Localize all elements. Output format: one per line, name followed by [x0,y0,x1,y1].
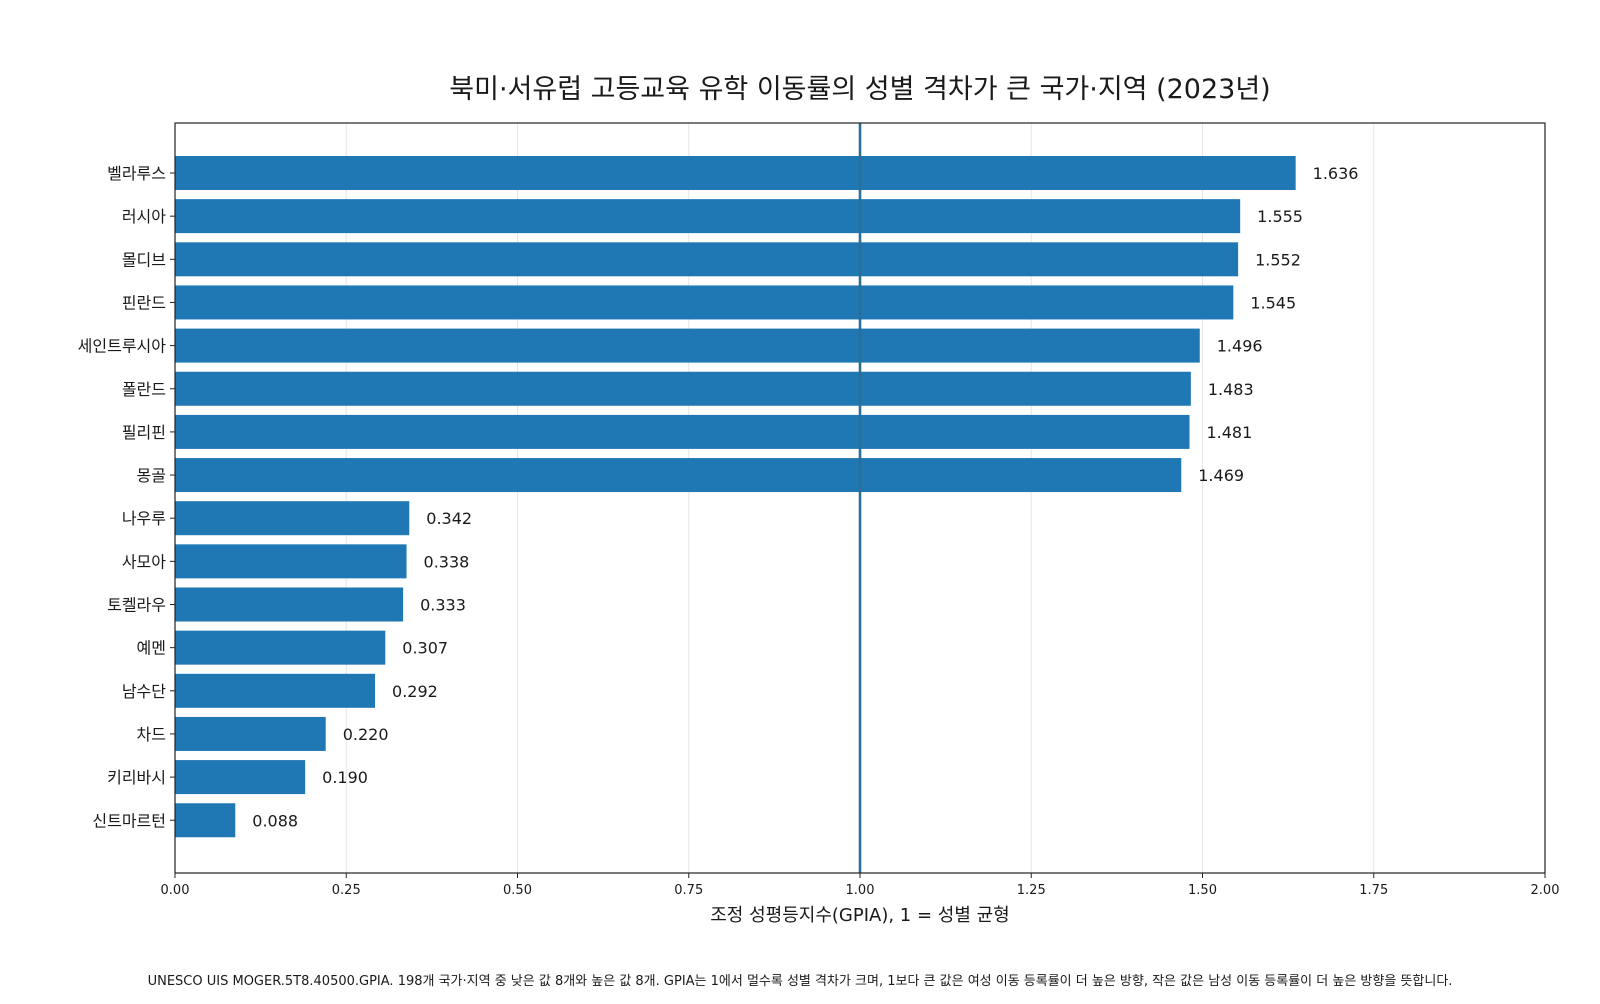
x-tick-label-4: 1.00 [846,883,875,898]
x-axis-label: 조정 성평등지수(GPIA), 1 = 성별 균형 [710,905,1010,926]
y-tick-label-6: 필리핀 [122,423,166,442]
bar-11 [175,630,386,665]
bar-15 [175,803,236,838]
bar-1 [175,199,1241,234]
y-tick-label-9: 사모아 [122,552,166,571]
y-tick-label-2: 몰디브 [122,250,166,269]
y-tick-label-15: 신트마르턴 [92,811,166,830]
bar-12 [175,673,376,708]
bar-13 [175,716,326,751]
y-tick-label-10: 토켈라우 [107,596,166,615]
bar-9 [175,544,407,579]
x-tick-label-2: 0.50 [503,883,532,898]
bar-3 [175,285,1234,320]
bar-8 [175,501,410,536]
y-tick-label-0: 벨라루스 [107,164,166,183]
data-label-6: 1.481 [1206,423,1252,442]
y-tick-label-3: 핀란드 [122,293,166,312]
data-label-0: 1.636 [1313,164,1359,183]
data-label-13: 0.220 [343,725,389,744]
bar-4 [175,328,1200,363]
data-label-1: 1.555 [1257,207,1303,226]
data-label-11: 0.307 [402,639,448,658]
data-label-9: 0.338 [424,552,470,571]
bar-7 [175,458,1182,493]
x-tick-label-7: 1.75 [1359,883,1388,898]
bar-6 [175,414,1190,449]
y-tick-label-13: 차드 [137,725,166,744]
bars [175,156,1296,838]
data-label-12: 0.292 [392,682,438,701]
data-label-5: 1.483 [1208,380,1254,399]
bar-5 [175,371,1191,406]
x-tick-label-8: 2.00 [1531,883,1560,898]
y-tick-label-8: 나우루 [122,509,166,528]
bar-14 [175,760,306,795]
footnote: UNESCO UIS MOGER.5T8.40500.GPIA. 198개 국가… [148,974,1453,989]
data-labels: 1.636 1.555 1.552 1.545 1.496 1.483 1.481 1.469… [252,164,1358,830]
data-label-14: 0.190 [322,768,368,787]
data-label-8: 0.342 [426,509,472,528]
x-axis: 0.00 0.25 0.50 0.75 1.00 1.25 1.50 1.75 2.00 [161,873,1560,898]
bar-2 [175,242,1239,277]
y-tick-label-7: 몽골 [137,466,166,485]
chart-title: 북미·서유럽 고등교육 유학 이동률의 성별 격차가 큰 국가·지역 (2023… [449,74,1270,105]
y-tick-label-11: 예멘 [137,639,166,658]
x-tick-label-5: 1.25 [1017,883,1046,898]
y-tick-label-12: 남수단 [122,682,166,701]
y-tick-label-14: 키리바시 [107,768,166,787]
x-tick-label-6: 1.50 [1188,883,1217,898]
data-label-3: 1.545 [1250,293,1296,312]
bar-10 [175,587,404,622]
bar-0 [175,156,1296,190]
x-tick-label-0: 0.00 [161,883,190,898]
data-label-7: 1.469 [1198,466,1244,485]
y-axis: 벨라루스러시아몰디브핀란드세인트루시아폴란드필리핀몽골나우루사모아토켈라우예멘남… [78,164,175,830]
x-tick-label-1: 0.25 [332,883,361,898]
data-label-2: 1.552 [1255,250,1301,269]
y-tick-label-1: 러시아 [122,207,166,226]
y-tick-label-5: 폴란드 [122,380,166,399]
data-label-15: 0.088 [252,811,298,830]
data-label-10: 0.333 [420,596,466,615]
x-tick-label-3: 0.75 [674,883,703,898]
data-label-4: 1.496 [1217,337,1263,356]
y-tick-label-4: 세인트루시아 [78,337,167,356]
